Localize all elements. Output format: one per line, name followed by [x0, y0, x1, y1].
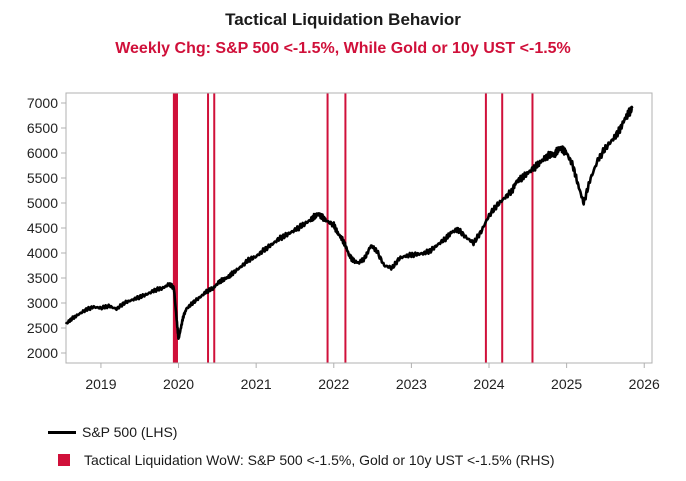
plot-border — [65, 92, 653, 364]
y-tick-label-5000: 5000 — [27, 195, 58, 211]
y-tick-label-4500: 4500 — [27, 220, 58, 236]
x-tick-label-2022: 2022 — [318, 376, 349, 392]
legend-line-icon — [48, 430, 76, 434]
y-tick-label-7000: 7000 — [27, 95, 58, 111]
x-tick-label-2024: 2024 — [473, 376, 504, 392]
x-axis-ticks: 2019 2020 2021 2022 2023 2024 2025 2026 — [85, 363, 660, 392]
x-tick-label-2020: 2020 — [163, 376, 194, 392]
y-tick-label-6000: 6000 — [27, 145, 58, 161]
legend-swatch-icon — [58, 454, 70, 466]
chart-title: Tactical Liquidation Behavior — [225, 10, 461, 29]
x-tick-label-2021: 2021 — [241, 376, 272, 392]
legend-label-sp500: S&P 500 (LHS) — [82, 424, 178, 440]
sp500-series-line — [64, 105, 634, 340]
x-tick-label-2026: 2026 — [629, 376, 660, 392]
chart-subtitle: Weekly Chg: S&P 500 <-1.5%, While Gold o… — [115, 40, 571, 57]
y-tick-label-2500: 2500 — [27, 320, 58, 336]
y-tick-label-3000: 3000 — [27, 295, 58, 311]
legend-item-liquidation: Tactical Liquidation WoW: S&P 500 <-1.5%… — [48, 452, 555, 468]
event-markers — [172, 93, 534, 363]
y-tick-label-6500: 6500 — [27, 120, 58, 136]
plot-frame — [65, 92, 653, 364]
y-tick-label-3500: 3500 — [27, 270, 58, 286]
y-tick-label-5500: 5500 — [27, 170, 58, 186]
y-tick-label-4000: 4000 — [27, 245, 58, 261]
x-tick-label-2025: 2025 — [551, 376, 582, 392]
x-tick-label-2023: 2023 — [396, 376, 427, 392]
y-tick-label-2000: 2000 — [27, 345, 58, 361]
legend-label-liquidation: Tactical Liquidation WoW: S&P 500 <-1.5%… — [84, 452, 555, 468]
x-tick-label-2019: 2019 — [85, 376, 116, 392]
legend-item-sp500: S&P 500 (LHS) — [48, 424, 177, 440]
y-axis-ticks: 2000 2500 3000 3500 4000 4500 5000 5500 6000 6500… — [27, 95, 66, 361]
